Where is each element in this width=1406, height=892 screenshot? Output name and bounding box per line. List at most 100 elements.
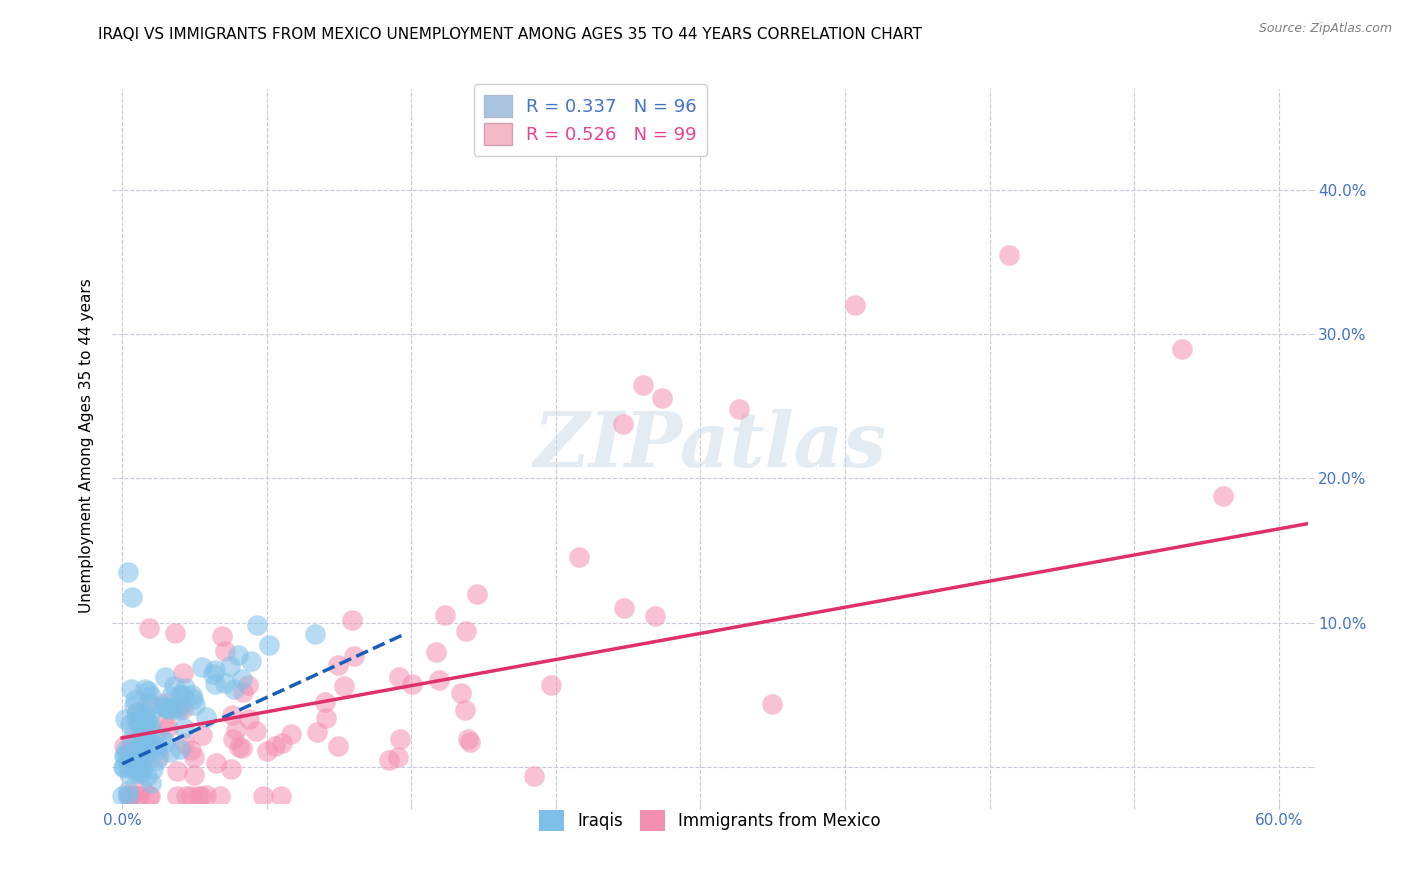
Point bbox=[401, 676, 423, 690]
Point bbox=[117, 789, 139, 803]
Point bbox=[644, 608, 666, 623]
Point bbox=[159, 746, 181, 760]
Legend: Iraqis, Immigrants from Mexico: Iraqis, Immigrants from Mexico bbox=[533, 804, 887, 838]
Point bbox=[166, 764, 188, 778]
Point bbox=[129, 756, 152, 771]
Point bbox=[167, 703, 190, 717]
Point bbox=[136, 720, 159, 734]
Point bbox=[184, 698, 207, 713]
Point bbox=[122, 699, 145, 714]
Point bbox=[270, 789, 292, 803]
Point bbox=[134, 681, 156, 696]
Point bbox=[245, 724, 267, 739]
Point bbox=[120, 682, 142, 697]
Point bbox=[145, 753, 167, 767]
Point bbox=[163, 700, 186, 714]
Point bbox=[183, 768, 205, 782]
Point bbox=[129, 706, 152, 721]
Point bbox=[125, 747, 148, 762]
Point bbox=[142, 762, 165, 776]
Point bbox=[232, 684, 254, 698]
Point bbox=[128, 756, 150, 771]
Point bbox=[172, 665, 194, 680]
Point bbox=[219, 762, 242, 776]
Point bbox=[208, 789, 231, 803]
Point bbox=[387, 750, 409, 764]
Point bbox=[118, 767, 141, 781]
Point bbox=[226, 648, 249, 662]
Point bbox=[136, 732, 159, 747]
Point bbox=[169, 688, 191, 702]
Text: Source: ZipAtlas.com: Source: ZipAtlas.com bbox=[1258, 22, 1392, 36]
Point bbox=[138, 735, 160, 749]
Point bbox=[169, 742, 191, 756]
Point bbox=[1212, 489, 1234, 503]
Point bbox=[190, 789, 212, 803]
Point bbox=[202, 667, 225, 681]
Point bbox=[179, 742, 201, 756]
Point bbox=[163, 626, 186, 640]
Point bbox=[120, 748, 142, 763]
Point bbox=[326, 739, 349, 754]
Point bbox=[465, 587, 488, 601]
Point bbox=[257, 638, 280, 652]
Point bbox=[153, 670, 176, 684]
Point bbox=[114, 712, 136, 726]
Point bbox=[135, 741, 157, 756]
Point bbox=[129, 734, 152, 748]
Point bbox=[124, 763, 146, 777]
Point bbox=[139, 720, 162, 734]
Point bbox=[454, 624, 477, 638]
Point bbox=[183, 749, 205, 764]
Point bbox=[121, 590, 143, 604]
Point bbox=[132, 760, 155, 774]
Point bbox=[425, 645, 447, 659]
Point bbox=[125, 712, 148, 726]
Point bbox=[145, 729, 167, 743]
Point bbox=[165, 702, 187, 716]
Point bbox=[204, 677, 226, 691]
Point bbox=[173, 735, 195, 749]
Point bbox=[129, 731, 152, 745]
Point bbox=[148, 748, 170, 763]
Point bbox=[132, 721, 155, 735]
Point bbox=[112, 749, 135, 764]
Point bbox=[450, 686, 472, 700]
Point bbox=[264, 739, 287, 753]
Point bbox=[163, 679, 186, 693]
Point bbox=[127, 705, 149, 719]
Point bbox=[111, 789, 134, 803]
Point bbox=[127, 789, 149, 803]
Point bbox=[134, 740, 156, 755]
Point bbox=[118, 717, 141, 731]
Point bbox=[143, 739, 166, 754]
Point bbox=[844, 298, 866, 312]
Point bbox=[121, 734, 143, 748]
Point bbox=[136, 683, 159, 698]
Point bbox=[127, 715, 149, 730]
Text: ZIPatlas: ZIPatlas bbox=[533, 409, 887, 483]
Point bbox=[138, 789, 160, 803]
Point bbox=[125, 706, 148, 720]
Point bbox=[238, 712, 260, 726]
Point bbox=[146, 743, 169, 757]
Text: IRAQI VS IMMIGRANTS FROM MEXICO UNEMPLOYMENT AMONG AGES 35 TO 44 YEARS CORRELATI: IRAQI VS IMMIGRANTS FROM MEXICO UNEMPLOY… bbox=[98, 27, 922, 42]
Point bbox=[613, 601, 636, 615]
Point bbox=[135, 711, 157, 725]
Point bbox=[114, 748, 136, 763]
Point bbox=[120, 747, 142, 761]
Point bbox=[157, 720, 180, 734]
Point bbox=[222, 731, 245, 746]
Point bbox=[155, 696, 177, 710]
Point bbox=[568, 550, 591, 565]
Point bbox=[117, 787, 139, 801]
Point bbox=[128, 789, 150, 803]
Point bbox=[118, 789, 141, 803]
Point bbox=[120, 744, 142, 758]
Point bbox=[155, 735, 177, 749]
Point bbox=[152, 699, 174, 714]
Point bbox=[280, 726, 302, 740]
Point bbox=[240, 654, 263, 668]
Point bbox=[112, 760, 135, 774]
Point bbox=[124, 693, 146, 707]
